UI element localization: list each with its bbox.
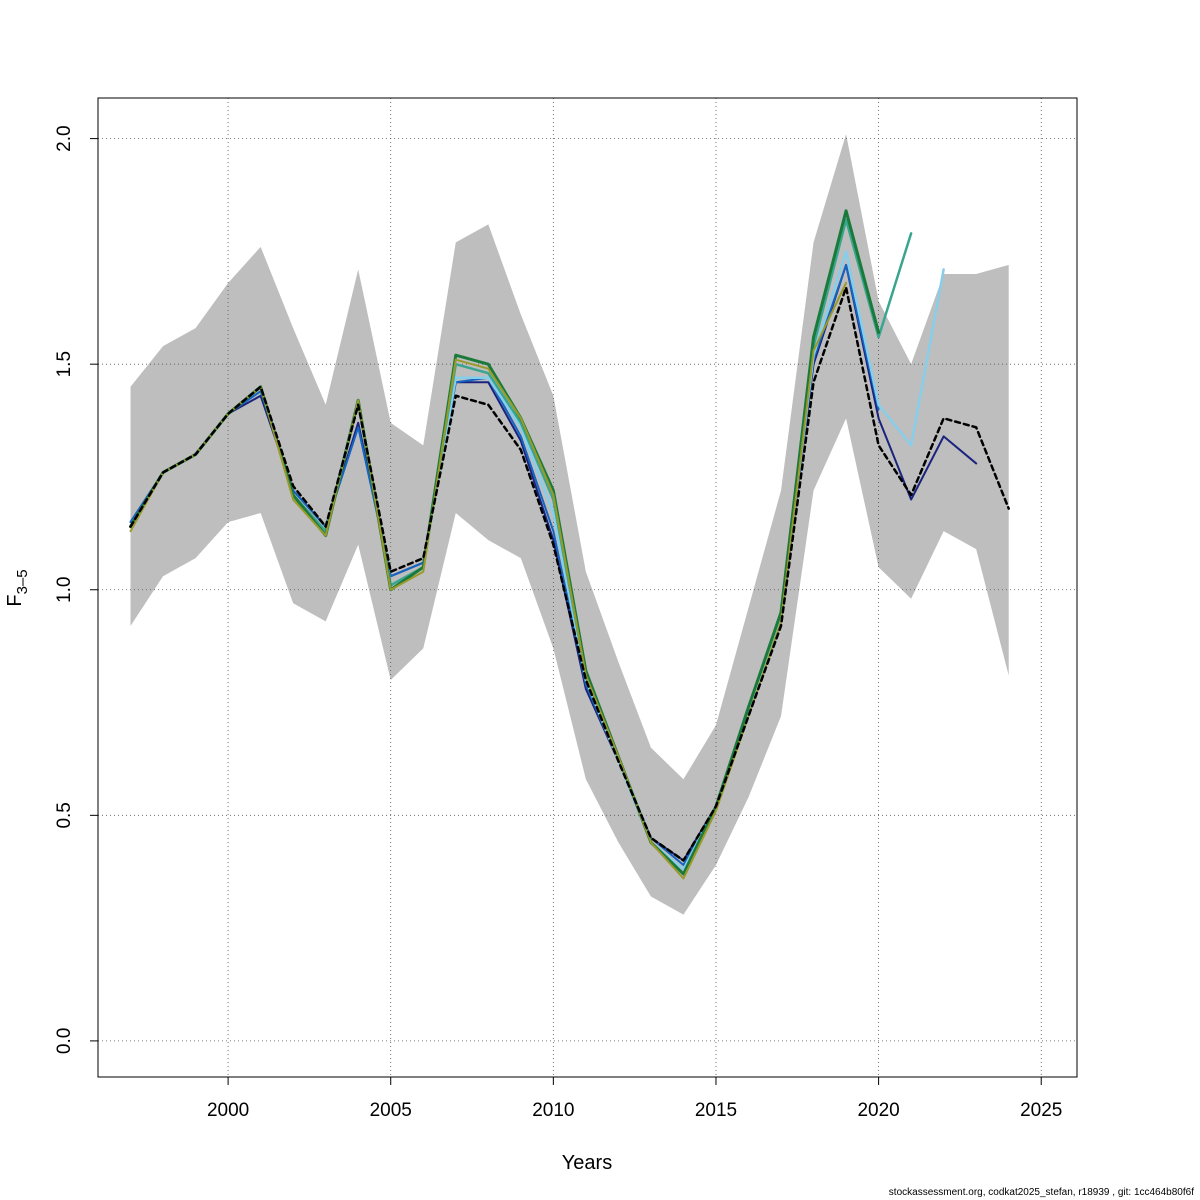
- y-axis: 0.0 0.5 1.0 1.5 2.0: [54, 125, 99, 1054]
- confidence-band-layer: [130, 134, 1009, 915]
- x-tick-label-2010: 2010: [532, 1100, 574, 1121]
- y-tick-label-1.0: 1.0: [54, 577, 75, 603]
- y-tick-label-1.5: 1.5: [54, 351, 75, 377]
- series-layer: [129, 209, 1010, 880]
- x-tick-label-2000: 2000: [207, 1100, 249, 1121]
- y-axis-title: F3–5: [4, 569, 31, 606]
- x-tick-label-2015: 2015: [695, 1100, 737, 1121]
- x-axis-title: Years: [562, 1152, 612, 1174]
- x-tick-label-2005: 2005: [370, 1100, 412, 1121]
- y-tick-label-2.0: 2.0: [54, 125, 75, 151]
- x-tick-label-2025: 2025: [1020, 1100, 1062, 1121]
- x-axis: 2000 2005 2010 2015 2020 2025: [207, 1076, 1062, 1121]
- y-tick-label-0.0: 0.0: [54, 1028, 75, 1054]
- x-tick-label-2020: 2020: [857, 1100, 899, 1121]
- y-axis-title-main: F: [4, 594, 26, 606]
- footer-credit: stockassessment.org, codkat2025_stefan, …: [888, 1187, 1194, 1198]
- y-axis-title-subscript: 3–5: [14, 569, 31, 594]
- y-tick-label-0.5: 0.5: [54, 802, 75, 828]
- series-line-7: [129, 286, 1010, 862]
- confidence-band: [130, 134, 1009, 915]
